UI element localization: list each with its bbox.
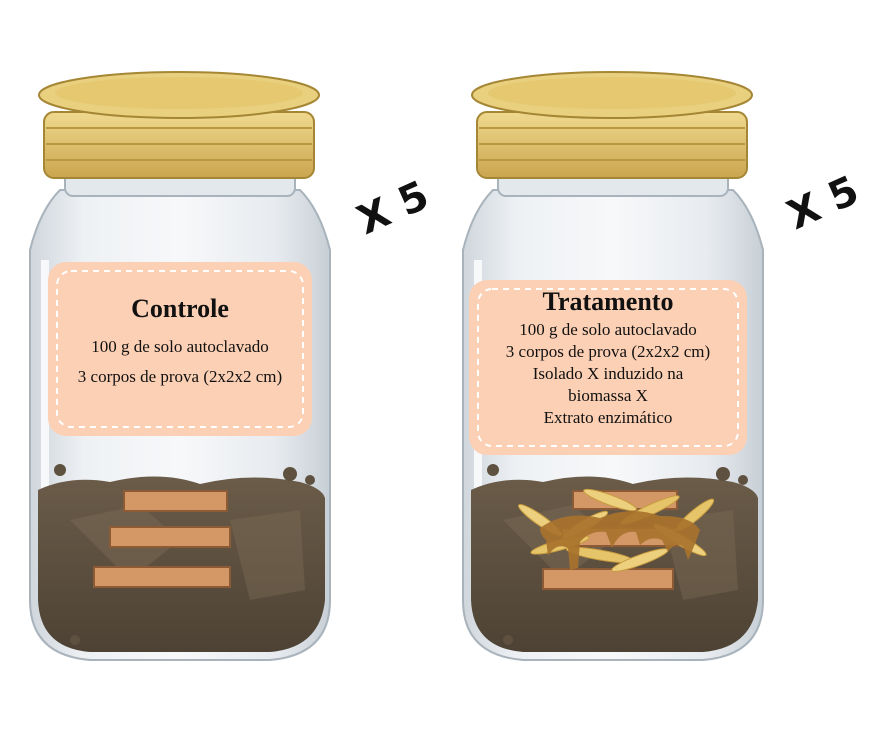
control-line-2: 3 corpos de prova (2x2x2 cm)	[77, 367, 283, 386]
treatment-line-5: Extrato enzimático	[543, 408, 673, 427]
lid	[38, 71, 320, 179]
treatment-line-1: 100 g de solo autoclavado	[519, 320, 697, 339]
label-background	[48, 262, 312, 436]
treatment-label: Tratamento 100 g de solo autoclavado 3 c…	[477, 285, 739, 429]
wood-blocks	[93, 490, 231, 588]
control-jar	[29, 71, 331, 661]
treatment-jar	[462, 71, 764, 661]
treatment-line-2: 3 corpos de prova (2x2x2 cm)	[505, 342, 711, 361]
treatment-line-3: Isolado X induzido na	[532, 364, 684, 383]
enzymatic-extract	[540, 510, 700, 570]
lid	[471, 71, 753, 179]
treatment-title: Tratamento	[542, 287, 674, 316]
control-label: Controle 100 g de solo autoclavado 3 cor…	[55, 292, 305, 388]
control-title: Controle	[131, 294, 229, 323]
label-background	[469, 280, 747, 455]
control-line-1: 100 g de solo autoclavado	[91, 337, 269, 356]
treatment-line-4: biomassa X	[568, 386, 648, 405]
